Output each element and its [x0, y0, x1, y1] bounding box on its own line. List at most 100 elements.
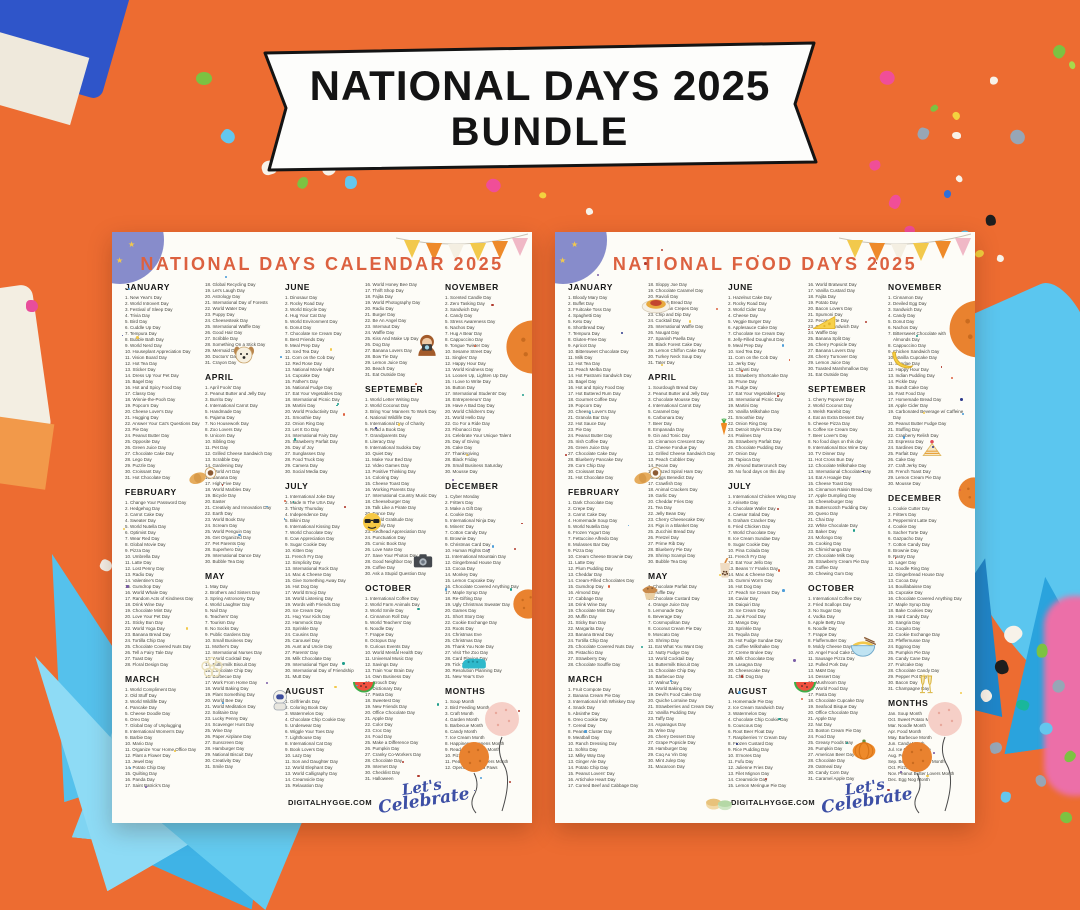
- calendar-day-item: 5. Veggie Burger Day: [728, 319, 771, 324]
- calendar-day-item: 8. No food days on this day: [808, 439, 863, 444]
- bunting-icon: [839, 233, 971, 262]
- calendar-day-item: 7. Hug A Bear Day: [445, 331, 483, 336]
- calendar-day-item: 1. International Coffee Day: [365, 596, 419, 601]
- bundle-banner: NATIONAL DAYS 2025 BUNDLE: [258, 40, 822, 176]
- calendar-day-item: 20. Sangria Day: [888, 620, 921, 625]
- calendar-day-item: 21. Chai Day: [808, 517, 835, 522]
- confetti-piece: [877, 69, 897, 87]
- calendar-day-item: 4. Caesar Salad Day: [728, 512, 770, 517]
- calendar-day-item: 26. Coffee Milkshake Day: [728, 644, 780, 649]
- calendar-day-item: 4. Chocolate Chip Cookie Day: [285, 717, 346, 722]
- page-confetti-dot: [950, 376, 953, 379]
- calendar-day-item: 8. International Women's Day: [125, 729, 184, 734]
- page-confetti-dot: [846, 742, 849, 745]
- page-confetti-dot: [329, 348, 333, 351]
- calendar-day-item: 22. World Yoga Day: [125, 626, 165, 631]
- calendar-day-item: 1. Cyber Monday: [445, 494, 480, 499]
- calendar-day-item: 24. Pigs in a Blanket Day: [648, 523, 699, 528]
- calendar-day-item: 3. Festival of Sleep Day: [125, 307, 173, 312]
- calendar-day-item: 27. Chocolate Cake Day: [568, 451, 617, 456]
- calendar-day-item: 30. Mousse Day: [445, 469, 478, 474]
- page-confetti-dot: [776, 507, 779, 511]
- calendar-day-item: 13. Chianti Day: [728, 367, 759, 372]
- calendar-day-item: 18. World Marbles Day: [205, 487, 251, 492]
- calendar-day-item: 27. Banana Lovers Day: [365, 348, 413, 353]
- calendar-day-item: 15. Bagel Day: [568, 379, 597, 384]
- month-heading: JULY: [285, 481, 309, 491]
- calendar-day-item: 26. Pumpkin Day: [808, 746, 843, 751]
- calendar-day-item: 2. Zero Tasking Day: [445, 301, 485, 306]
- page-confetti-dot: [940, 366, 943, 368]
- calendar-day-item: 23. Internaut Day: [365, 324, 400, 329]
- calendar-day-item: 11. Singles' Day: [445, 355, 478, 360]
- calendar-day-item: 28. Floral Design Day: [125, 662, 169, 667]
- calendar-day-item: 14. Coloring Day: [365, 475, 399, 480]
- calendar-day-item: 7. Cereal Day: [568, 723, 596, 728]
- calendar-day-item: 5. Caramel Day: [648, 409, 680, 414]
- calendar-day-item: 10. Houseplant Appreciation Day: [125, 349, 191, 354]
- calendar-day-item: 6. Noodle Day: [365, 626, 394, 631]
- calendar-day-item: 5. Cheese Pizza Day: [808, 421, 851, 426]
- calendar-day-item: 25. Chocolate Covered Nuts Day: [568, 644, 634, 649]
- calendar-day-item: 19. Daiquiri Day: [728, 602, 761, 607]
- calendar-day-item: 15. Chocolate Chip Day: [648, 668, 696, 673]
- calendar-day-item: 18. Winnie-the-Pooh Day: [125, 397, 176, 402]
- calendar-day-item: 28. Chocolate Candy Day: [888, 668, 940, 673]
- calendar-day-item: 24. Eggnog Day: [888, 644, 921, 649]
- calendar-day-item: 23. Sprinkle Day: [285, 626, 319, 631]
- calendar-day-item: 12. Hot Tea Day: [125, 361, 158, 366]
- calendar-day-item: 10. S'mores Day: [728, 753, 762, 758]
- calendar-day-item: 2. Fritters Day: [445, 500, 474, 505]
- calendar-day-item: 16. Barbecue Day: [648, 674, 685, 679]
- calendar-day-item: 22. Mango Day: [728, 620, 759, 625]
- page-confetti-dot: [342, 662, 345, 665]
- calendar-day-item: 3. Carrot Cake Day: [125, 512, 164, 517]
- calendar-day-item: 5. International Day of Charity: [365, 421, 425, 426]
- calendar-day-item: 27. Fruitcake Day: [888, 662, 924, 667]
- calendar-day-item: 9. Moldy Cheese Day: [808, 644, 852, 649]
- calendar-day-item: 21. Coquito Day: [888, 626, 921, 631]
- page-confetti-dot: [293, 438, 297, 441]
- calendar-day-item: 23. Espresso Day: [888, 439, 924, 444]
- calendar-day-item: 3. Watermelon Day: [728, 711, 767, 716]
- calendar-day-item: 7. Frappe Day: [365, 632, 394, 637]
- calendar-day-item: 11. Vision Board Day: [125, 355, 167, 360]
- bunting-icon: [396, 233, 528, 262]
- calendar-day-item: 17. International Students' Day: [445, 391, 507, 396]
- calendar-day-item: 22. Solitaire Day: [205, 710, 239, 715]
- calendar-day-item: 28. Black Friday: [445, 457, 478, 462]
- calendar-day-item: 18. Chocolate Cupcake Day: [808, 698, 865, 703]
- calendar-day-item: 10. Angel Food Cake Day: [808, 650, 860, 655]
- confetti-piece: [951, 110, 962, 121]
- calendar-day-item: 23. Pie Day: [568, 427, 592, 432]
- calendar-day-item: 11. Fufu Day: [728, 759, 754, 764]
- calendar-day-item: 25. Comic Book Day: [365, 541, 407, 546]
- calendar-day-item: 3. Chocolate Mousse Day: [648, 397, 700, 402]
- calendar-day-item: 15. Bundt Cake Day: [888, 385, 929, 390]
- calendar-column: 16. World Honey Bee Day 17. Thrift Shop D…: [365, 282, 441, 793]
- calendar-day-item: 29. Internet Day: [365, 764, 398, 769]
- calendar-day-item: 20. Office Chocolate Day: [365, 710, 415, 715]
- calendar-day-item: 15. Gumdrop Day: [568, 584, 604, 589]
- calendar-day-item: 8. No Socks Day: [205, 626, 239, 631]
- calendar-day-item: 9. Moscato Day: [648, 632, 680, 637]
- calendar-day-item: 28. Chocolate Day: [808, 758, 846, 763]
- calendar-day-item: 16. World Honey Bee Day: [365, 282, 417, 287]
- calendar-day-item: 4. Eat an Extra Dessert Day: [808, 415, 864, 420]
- confetti-piece: [344, 175, 358, 190]
- calendar-day-item: 25. Zucchini Bread Day: [648, 529, 695, 534]
- calendar-day-item: 7. World Chocolate Day: [285, 530, 333, 535]
- calendar-day-item: 5. Nail Day: [205, 608, 228, 613]
- calendar-day-item: 23. Chip and Dip Day: [648, 312, 691, 317]
- page-confetti-dot: [781, 344, 785, 347]
- calendar-day-item: 1. Bloody Mary Day: [568, 295, 608, 300]
- calendar-day-item: 8. International Cat Day: [285, 741, 333, 746]
- page-confetti-dot: [265, 682, 268, 685]
- calendar-day-item: 21. Apple Day: [365, 716, 394, 721]
- month-heading: NOVEMBER: [888, 282, 942, 292]
- confetti-bit: [26, 300, 38, 312]
- calendar-day-item: 30. No food days on this day: [728, 469, 786, 474]
- calendar-day-item: 18. Caviar Day: [728, 596, 758, 601]
- calendar-day-item: 26. Thank You Note Day: [445, 644, 494, 649]
- calendar-day-item: 2. Buffet Day: [568, 301, 594, 306]
